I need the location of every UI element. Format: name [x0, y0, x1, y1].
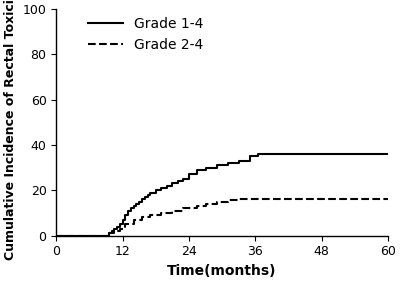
Grade 2-4 [123, 222, 128, 226]
Line: Grade 2-4: Grade 2-4 [56, 199, 388, 235]
Grade 2-4 [203, 202, 208, 206]
Grade 2-4 [225, 200, 230, 203]
Grade 1-4 [120, 218, 125, 221]
Grade 1-4 [225, 164, 230, 167]
Grade 2-4 [247, 198, 252, 201]
Line: Grade 1-4: Grade 1-4 [56, 154, 388, 235]
Grade 2-4 [195, 207, 200, 210]
Grade 2-4 [123, 227, 128, 230]
Grade 2-4 [106, 232, 111, 235]
Grade 2-4 [214, 200, 219, 203]
Grade 2-4 [54, 234, 59, 237]
Grade 2-4 [236, 199, 241, 202]
Grade 2-4 [159, 211, 164, 215]
Grade 2-4 [118, 229, 122, 233]
Grade 1-4 [112, 229, 117, 233]
Grade 2-4 [140, 218, 144, 221]
Grade 1-4 [386, 152, 390, 156]
Grade 2-4 [131, 222, 136, 226]
Grade 2-4 [256, 198, 260, 201]
Grade 2-4 [203, 204, 208, 208]
Grade 2-4 [225, 199, 230, 202]
Grade 2-4 [112, 229, 117, 233]
Grade 1-4 [145, 193, 150, 197]
Grade 2-4 [181, 207, 186, 210]
Grade 2-4 [247, 198, 252, 201]
Grade 2-4 [236, 198, 241, 201]
Grade 2-4 [170, 211, 175, 215]
Grade 2-4 [170, 209, 175, 212]
Grade 2-4 [386, 198, 390, 201]
Grade 1-4 [256, 152, 260, 156]
Grade 2-4 [140, 216, 144, 219]
Grade 2-4 [118, 227, 122, 230]
Grade 2-4 [214, 202, 219, 206]
Grade 2-4 [159, 213, 164, 217]
Grade 1-4 [126, 209, 130, 212]
X-axis label: Time(months): Time(months) [167, 264, 277, 278]
Grade 1-4 [54, 234, 59, 237]
Grade 2-4 [181, 209, 186, 212]
Legend: Grade 1-4, Grade 2-4: Grade 1-4, Grade 2-4 [83, 12, 209, 58]
Grade 2-4 [131, 218, 136, 221]
Grade 2-4 [148, 216, 153, 219]
Grade 1-4 [164, 186, 169, 190]
Grade 2-4 [256, 198, 260, 201]
Grade 2-4 [195, 204, 200, 208]
Grade 2-4 [106, 234, 111, 237]
Grade 2-4 [112, 232, 117, 235]
Y-axis label: Cumulative Incidence of Rectal Toxicity: Cumulative Incidence of Rectal Toxicity [4, 0, 17, 260]
Grade 2-4 [148, 213, 153, 217]
